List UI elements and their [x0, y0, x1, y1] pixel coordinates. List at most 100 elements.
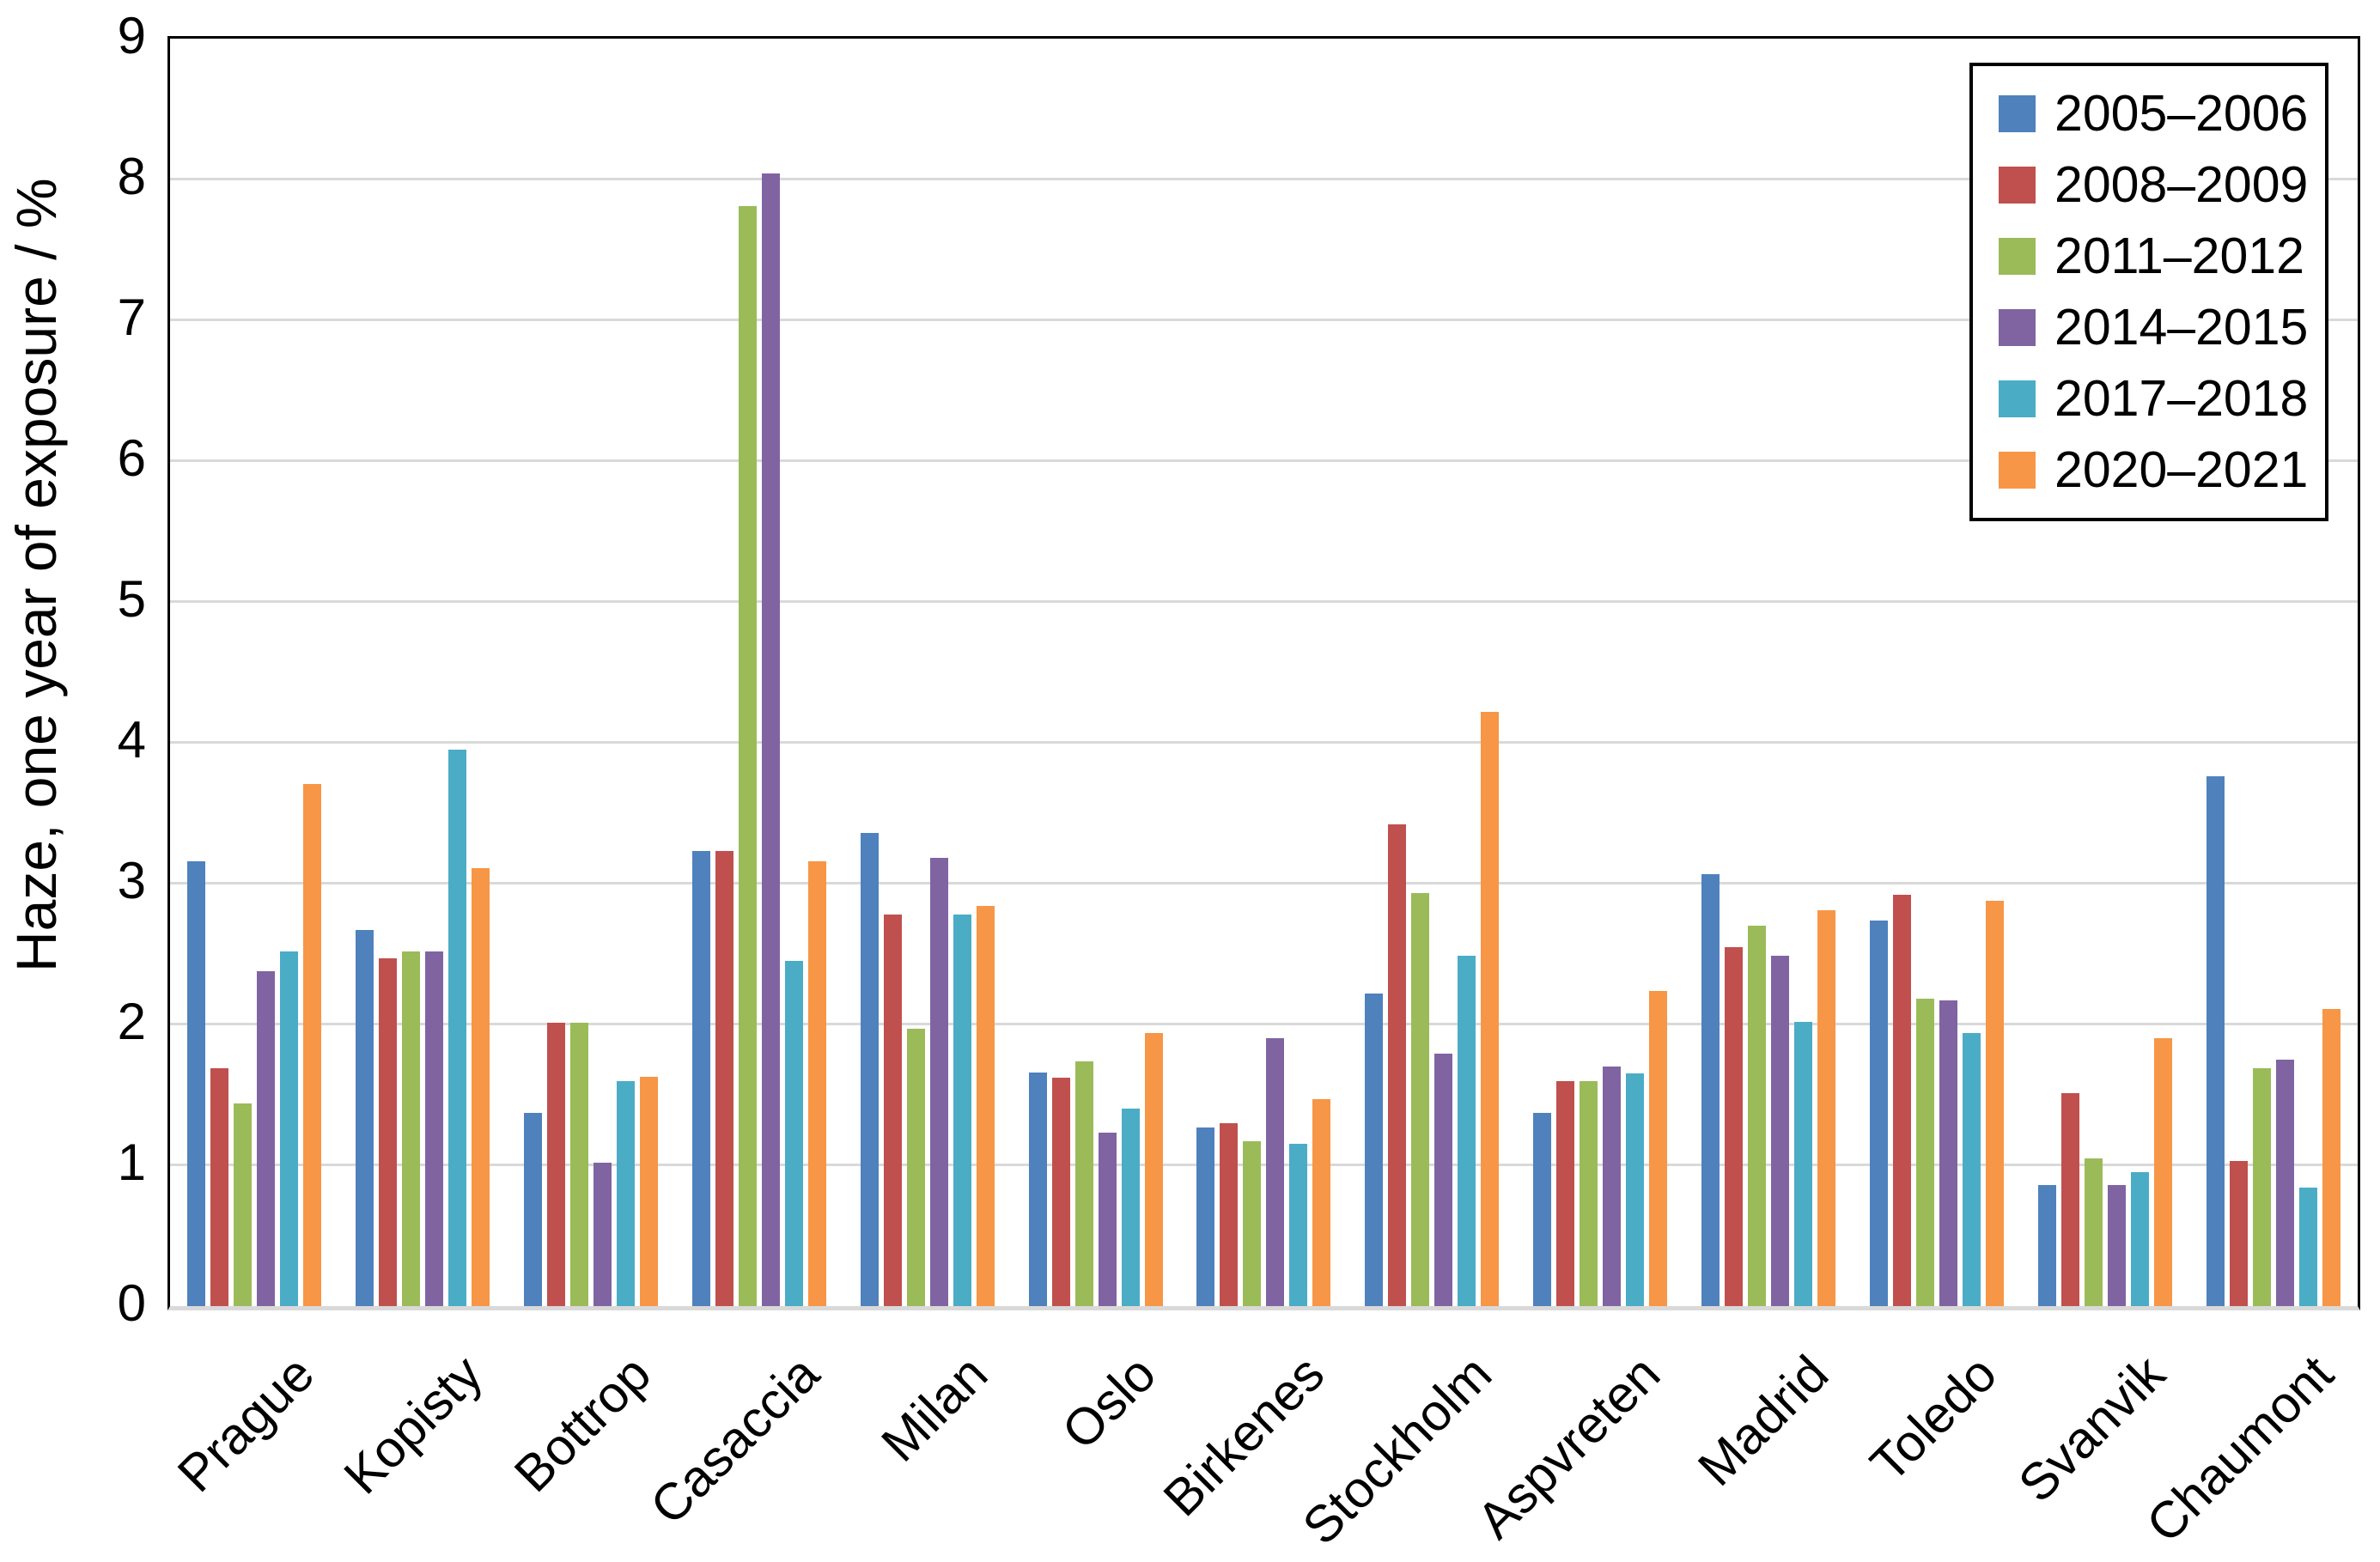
- bar: [471, 867, 490, 1306]
- legend-label: 2008–2009: [2054, 156, 2309, 213]
- legend-swatch: [1999, 167, 2036, 204]
- bar: [593, 1162, 612, 1306]
- bar: [1289, 1144, 1308, 1306]
- gridline: [170, 319, 2358, 321]
- bar-group: [2189, 39, 2358, 1306]
- gridline: [170, 178, 2358, 181]
- bar: [860, 832, 879, 1306]
- legend-item: 2014–2015: [1999, 302, 2325, 353]
- legend-item: 2017–2018: [1999, 374, 2325, 424]
- bar: [256, 970, 275, 1306]
- bar-group: [1684, 39, 1853, 1306]
- bar-group: [507, 39, 675, 1306]
- bar: [1916, 999, 1935, 1306]
- bar: [233, 1103, 252, 1306]
- bar: [1986, 900, 2005, 1306]
- bar: [807, 860, 826, 1306]
- bar: [1220, 1122, 1239, 1306]
- bar: [546, 1023, 565, 1306]
- bar: [883, 915, 902, 1306]
- bar: [976, 906, 995, 1306]
- bar: [1434, 1054, 1453, 1306]
- bar: [616, 1080, 635, 1306]
- bar: [2276, 1060, 2295, 1306]
- bar-group: [1012, 39, 1180, 1306]
- bar: [1817, 910, 1836, 1306]
- legend-item: 2020–2021: [1999, 445, 2325, 495]
- y-axis-tick-label: 5: [117, 570, 146, 628]
- bar: [210, 1067, 228, 1306]
- bar: [953, 915, 971, 1306]
- gridline: [170, 459, 2358, 463]
- bar-group: [170, 39, 338, 1306]
- bar: [424, 951, 443, 1306]
- bar: [569, 1023, 588, 1306]
- bar: [761, 173, 780, 1306]
- legend-label: 2011–2012: [2054, 228, 2304, 284]
- bar: [1458, 955, 1476, 1306]
- bar: [1893, 895, 1912, 1306]
- bar: [186, 860, 205, 1306]
- bar: [1533, 1113, 1552, 1306]
- bar: [1748, 926, 1767, 1306]
- bar: [639, 1076, 658, 1306]
- bar: [2253, 1067, 2272, 1306]
- legend-label: 2017–2018: [2054, 370, 2309, 427]
- bar: [2061, 1093, 2080, 1306]
- bar: [2038, 1184, 2057, 1306]
- bar-group: [1180, 39, 1348, 1306]
- bar: [1411, 893, 1430, 1306]
- legend-label: 2014–2015: [2054, 299, 2309, 356]
- bar: [1556, 1080, 1575, 1306]
- bar: [1196, 1127, 1215, 1306]
- bar: [2299, 1188, 2318, 1306]
- bar: [2322, 1008, 2341, 1306]
- legend-item: 2011–2012: [1999, 231, 2325, 282]
- bar: [2108, 1184, 2127, 1306]
- bar: [906, 1028, 925, 1306]
- bar-group: [1516, 39, 1684, 1306]
- y-axis-tick-label: 7: [117, 289, 146, 346]
- bar: [1649, 990, 1668, 1306]
- bar: [401, 951, 420, 1306]
- gridline: [170, 882, 2358, 885]
- bar: [1580, 1080, 1598, 1306]
- legend: 2005–2006 2008–2009 2011–2012 2014–2015 2017…: [1969, 63, 2328, 521]
- bar: [1939, 1000, 1958, 1306]
- y-axis-tick-label: 2: [117, 993, 146, 1050]
- bar: [1051, 1078, 1070, 1306]
- legend-swatch: [1999, 452, 2036, 489]
- bar: [784, 961, 803, 1306]
- bar: [302, 783, 321, 1306]
- bar: [2207, 776, 2225, 1306]
- legend-swatch: [1999, 95, 2036, 132]
- legend-item: 2005–2006: [1999, 88, 2325, 139]
- legend-label: 2020–2021: [2054, 441, 2309, 498]
- bar-group: [843, 39, 1012, 1306]
- bar: [1963, 1032, 1981, 1306]
- bar: [1626, 1073, 1645, 1306]
- bar: [1701, 873, 1720, 1306]
- bar: [523, 1113, 542, 1306]
- y-axis-tick-label: 6: [117, 429, 146, 487]
- bar: [355, 930, 374, 1306]
- bar-group: [675, 39, 843, 1306]
- bar-group: [1348, 39, 1516, 1306]
- legend-swatch: [1999, 238, 2036, 275]
- gridline: [170, 600, 2358, 603]
- bar: [1870, 920, 1889, 1306]
- bar: [447, 750, 466, 1306]
- bar: [1243, 1141, 1262, 1306]
- legend-label: 2005–2006: [2054, 85, 2309, 142]
- gridline: [170, 741, 2358, 745]
- bar: [1725, 946, 1744, 1306]
- bar: [929, 858, 948, 1306]
- bar: [1771, 955, 1790, 1306]
- bar-groups: [170, 39, 2358, 1306]
- bar: [1794, 1021, 1813, 1306]
- bar: [1365, 993, 1384, 1306]
- y-axis-tick-label: 9: [117, 7, 146, 64]
- y-axis-tick-label: 8: [117, 148, 146, 205]
- bar: [1098, 1133, 1117, 1306]
